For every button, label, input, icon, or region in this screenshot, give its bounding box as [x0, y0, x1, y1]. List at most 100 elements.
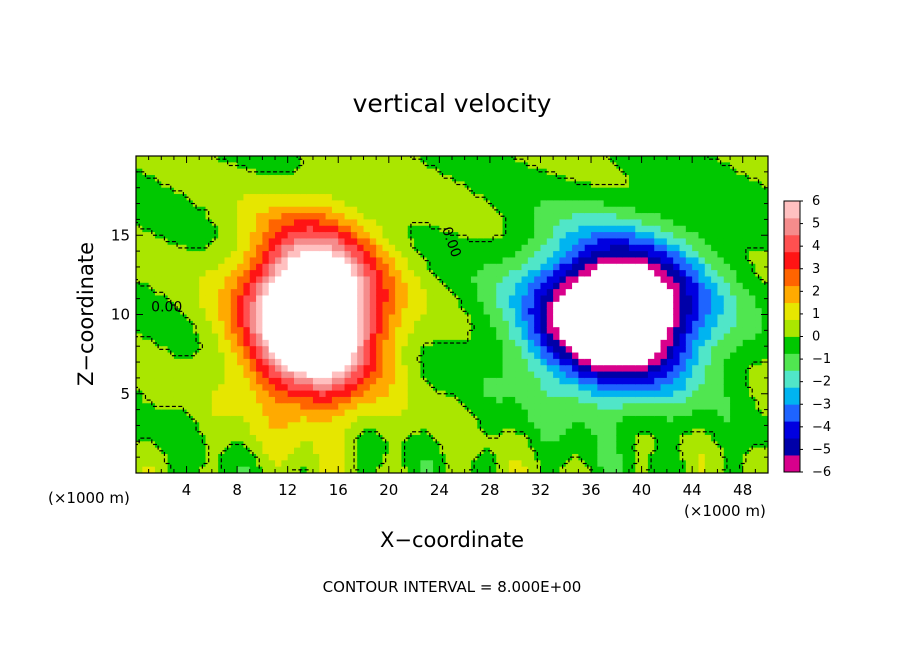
field-cell: [268, 390, 276, 398]
field-cell: [603, 282, 611, 290]
field-cell: [647, 206, 655, 214]
field-cell: [578, 219, 586, 227]
field-cell: [249, 377, 257, 385]
field-cell: [477, 390, 485, 398]
field-cell: [186, 225, 194, 233]
field-cell: [433, 365, 440, 373]
field-cell: [256, 194, 263, 201]
field-cell: [692, 181, 700, 189]
field-cell: [262, 270, 270, 278]
field-cell: [755, 257, 763, 265]
field-cell: [414, 251, 421, 259]
field-cell: [281, 175, 289, 182]
field-cell: [489, 447, 497, 455]
field-cell: [597, 187, 605, 195]
field-cell: [508, 390, 516, 398]
field-cell: [508, 460, 516, 468]
field-cell: [717, 358, 725, 366]
field-cell: [205, 175, 213, 182]
field-cell: [237, 219, 245, 227]
field-cell: [622, 441, 630, 449]
field-cell: [300, 162, 308, 170]
field-cell: [647, 225, 655, 233]
field-cell: [660, 365, 668, 373]
field-cell: [243, 289, 251, 297]
field-cell: [685, 301, 693, 309]
field-cell: [603, 441, 611, 449]
field-cell: [521, 213, 529, 220]
field-cell: [420, 415, 428, 423]
field-cell: [230, 409, 238, 417]
field-cell: [230, 276, 238, 284]
field-cell: [281, 377, 289, 385]
field-cell: [477, 314, 485, 322]
field-cell: [243, 327, 251, 335]
field-cell: [439, 257, 447, 265]
field-cell: [761, 377, 768, 385]
field-cell: [281, 384, 289, 392]
field-cell: [249, 434, 257, 442]
field-cell: [167, 168, 175, 176]
field-cell: [180, 251, 188, 259]
field-cell: [730, 320, 737, 328]
field-cell: [679, 358, 687, 366]
field-cell: [597, 384, 605, 392]
field-cell: [546, 181, 554, 189]
field-cell: [584, 289, 592, 297]
field-cell: [388, 168, 396, 176]
field-cell: [363, 251, 371, 259]
field-cell: [692, 244, 700, 252]
field-cell: [205, 232, 213, 240]
field-cell: [414, 320, 421, 328]
field-cell: [736, 415, 744, 423]
field-cell: [685, 403, 693, 411]
field-cell: [628, 187, 636, 195]
field-cell: [167, 390, 175, 398]
field-cell: [584, 270, 592, 278]
field-cell: [749, 308, 756, 316]
field-cell: [477, 187, 485, 195]
field-cell: [559, 403, 567, 411]
field-cell: [692, 346, 700, 354]
field-cell: [622, 194, 630, 201]
field-cell: [527, 238, 535, 246]
field-cell: [154, 301, 162, 309]
field-cell: [414, 238, 421, 246]
field-cell: [262, 390, 270, 398]
field-cell: [534, 219, 542, 227]
field-cell: [281, 422, 289, 430]
field-cell: [300, 396, 308, 404]
field-cell: [464, 422, 472, 430]
field-cell: [572, 403, 579, 411]
field-cell: [218, 434, 226, 442]
field-cell: [167, 213, 175, 220]
field-cell: [685, 251, 693, 259]
field-cell: [281, 200, 289, 208]
field-cell: [420, 333, 428, 341]
field-cell: [262, 346, 270, 354]
field-cell: [363, 346, 371, 354]
field-cell: [654, 352, 662, 360]
field-cell: [496, 295, 504, 303]
field-cell: [331, 244, 339, 252]
field-cell: [180, 409, 188, 417]
field-cell: [426, 244, 434, 252]
field-cell: [275, 257, 282, 265]
field-cell: [325, 415, 333, 423]
field-cell: [483, 320, 491, 328]
field-cell: [167, 371, 175, 379]
field-cell: [218, 403, 226, 411]
field-cell: [603, 409, 611, 417]
field-cell: [553, 384, 561, 392]
field-cell: [344, 403, 352, 411]
field-cell: [439, 396, 447, 404]
field-cell: [142, 390, 150, 398]
field-cell: [281, 339, 289, 347]
field-cell: [433, 390, 440, 398]
field-cell: [414, 276, 421, 284]
field-cell: [559, 441, 567, 449]
field-cell: [256, 460, 263, 468]
field-cell: [237, 466, 245, 473]
field-cell: [635, 295, 643, 303]
field-cell: [357, 276, 365, 284]
